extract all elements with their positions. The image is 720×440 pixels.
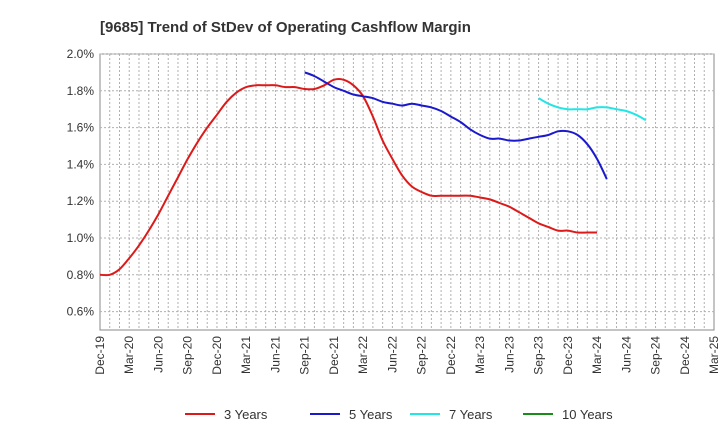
x-tick-label: Mar-21 <box>239 336 253 374</box>
x-tick-label: Jun-23 <box>502 336 516 373</box>
y-tick-label: 0.8% <box>67 268 95 282</box>
y-tick-label: 1.4% <box>67 157 95 171</box>
x-tick-label: Mar-24 <box>590 336 604 374</box>
x-tick-label: Sep-23 <box>532 336 546 375</box>
y-axis-ticks: 0.6% 0.8% 1.0% 1.2% 1.4% 1.6% 1.8% 2.0% <box>67 47 95 319</box>
x-tick-label: Jun-24 <box>619 336 633 373</box>
x-tick-label: Sep-21 <box>298 336 312 375</box>
series-line-5-years <box>304 71 608 180</box>
x-tick-label: Jun-22 <box>385 336 399 373</box>
x-tick-label: Sep-22 <box>415 336 429 375</box>
x-tick-label: Mar-23 <box>473 336 487 374</box>
y-tick-label: 1.2% <box>67 194 95 208</box>
x-tick-label: Dec-22 <box>444 336 458 375</box>
legend-label-7-years: 7 Years <box>449 407 493 422</box>
plot-area <box>99 53 715 331</box>
x-tick-label: Mar-22 <box>356 336 370 374</box>
x-tick-label: Dec-21 <box>327 336 341 375</box>
x-tick-label: Dec-23 <box>561 336 575 375</box>
y-tick-label: 2.0% <box>67 47 95 61</box>
series-line-7-years <box>538 97 647 122</box>
legend-label-10-years: 10 Years <box>562 407 613 422</box>
x-tick-label: Dec-20 <box>210 336 224 375</box>
x-tick-label: Mar-20 <box>122 336 136 374</box>
x-tick-label: Sep-24 <box>649 336 663 375</box>
x-tick-label: Mar-25 <box>707 336 720 374</box>
x-axis-ticks: Dec-19 Mar-20 Jun-20 Sep-20 Dec-20 Mar-21 Jun-… <box>93 336 720 375</box>
legend: 3 Years 5 Years 7 Years 10 Years <box>185 407 613 422</box>
legend-label-5-years: 5 Years <box>349 407 393 422</box>
x-tick-label: Dec-19 <box>93 336 107 375</box>
grid <box>100 53 714 330</box>
chart-title: [9685] Trend of StDev of Operating Cashf… <box>100 19 471 36</box>
series-line-3-years <box>99 78 597 277</box>
y-tick-label: 1.6% <box>67 121 95 135</box>
y-tick-label: 1.0% <box>67 231 95 245</box>
x-tick-label: Sep-20 <box>181 336 195 375</box>
y-tick-label: 0.6% <box>67 305 95 319</box>
series-lines <box>99 71 647 277</box>
x-tick-label: Jun-20 <box>151 336 165 373</box>
y-tick-label: 1.8% <box>67 84 95 98</box>
legend-label-3-years: 3 Years <box>224 407 268 422</box>
x-tick-label: Dec-24 <box>678 336 692 375</box>
x-tick-label: Jun-21 <box>268 336 282 373</box>
